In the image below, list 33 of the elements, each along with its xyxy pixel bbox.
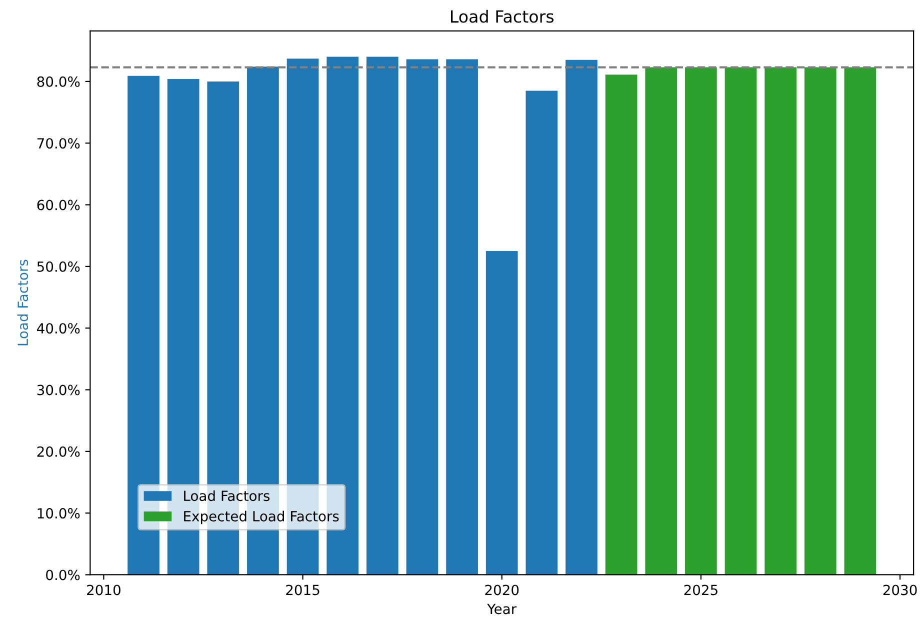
y-tick-label: 0.0%	[46, 570, 80, 580]
y-tick-label: 40.0%	[36, 323, 80, 334]
y-tick-label: 20.0%	[37, 446, 80, 457]
bar	[844, 67, 876, 575]
x-axis-title: Year	[487, 604, 517, 614]
bar	[724, 67, 757, 575]
x-tick-label: 2015	[286, 584, 320, 596]
y-tick-label: 80.0%	[37, 76, 80, 87]
y-tick-label: 50.0%	[37, 261, 80, 272]
chart-title: Load Factors	[451, 10, 554, 23]
x-tick-label: 2010	[87, 584, 120, 596]
x-tick-label: 2025	[684, 584, 718, 596]
bar	[128, 76, 160, 575]
bar	[605, 74, 638, 575]
bar	[486, 251, 518, 575]
y-tick-label: 30.0%	[37, 384, 80, 396]
bar	[566, 60, 598, 575]
bar	[764, 67, 796, 575]
bar	[645, 67, 678, 575]
y-tick-label: 70.0%	[37, 138, 80, 149]
y-tick-label: 60.0%	[37, 200, 80, 210]
x-tick-label: 2020	[485, 584, 519, 596]
bar	[366, 56, 398, 575]
bar	[804, 67, 836, 575]
bar	[526, 90, 558, 575]
legend-label: Load Factors	[184, 490, 270, 502]
bar	[685, 67, 717, 575]
legend-label: Expected Load Factors	[184, 510, 339, 524]
x-tick-label: 2030	[883, 584, 917, 596]
y-tick-label: 10.0%	[38, 508, 80, 519]
bar	[446, 59, 478, 575]
y-axis-title: Load Factors	[17, 260, 28, 346]
bar	[406, 59, 438, 575]
